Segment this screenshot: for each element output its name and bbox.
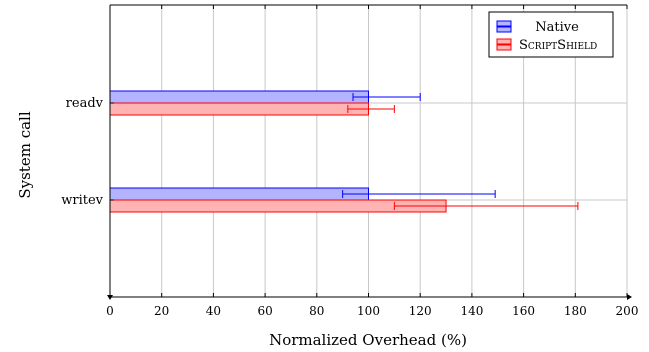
legend-swatch <box>496 44 512 51</box>
legend: Native ScriptShield <box>488 11 614 58</box>
legend-swatch <box>496 38 512 45</box>
x-tick-label: 40 <box>206 304 221 318</box>
x-axis-label: Normalized Overhead (%) <box>269 331 467 349</box>
x-tick-label: 160 <box>512 304 535 318</box>
x-tick-label: 140 <box>460 304 483 318</box>
bar-native-readv <box>109 90 369 104</box>
x-tick-label: 120 <box>409 304 432 318</box>
x-tick-label: 80 <box>309 304 324 318</box>
x-tick-label: 0 <box>106 304 114 318</box>
y-axis-label: System call <box>16 111 34 198</box>
legend-swatch <box>496 20 512 27</box>
legend-label: ScriptShield <box>519 38 597 53</box>
y-axis-arrow <box>107 295 113 300</box>
bar-scriptshield-readv <box>109 102 369 116</box>
y-category-label: readv <box>66 96 104 111</box>
legend-swatch <box>496 26 512 33</box>
x-tick-label: 20 <box>154 304 169 318</box>
x-tick-label: 180 <box>564 304 587 318</box>
bars <box>109 90 579 213</box>
x-axis-arrow <box>627 294 632 300</box>
x-tick-label: 200 <box>616 304 639 318</box>
y-category-label: writev <box>61 193 103 208</box>
x-tick-label: 100 <box>357 304 380 318</box>
legend-label: Native <box>535 20 579 35</box>
x-tick-label: 60 <box>257 304 272 318</box>
axes: 0 20 40 60 80 100 120 140 160 180 200 readv writev <box>61 4 639 318</box>
bar-native-writev <box>109 187 369 201</box>
